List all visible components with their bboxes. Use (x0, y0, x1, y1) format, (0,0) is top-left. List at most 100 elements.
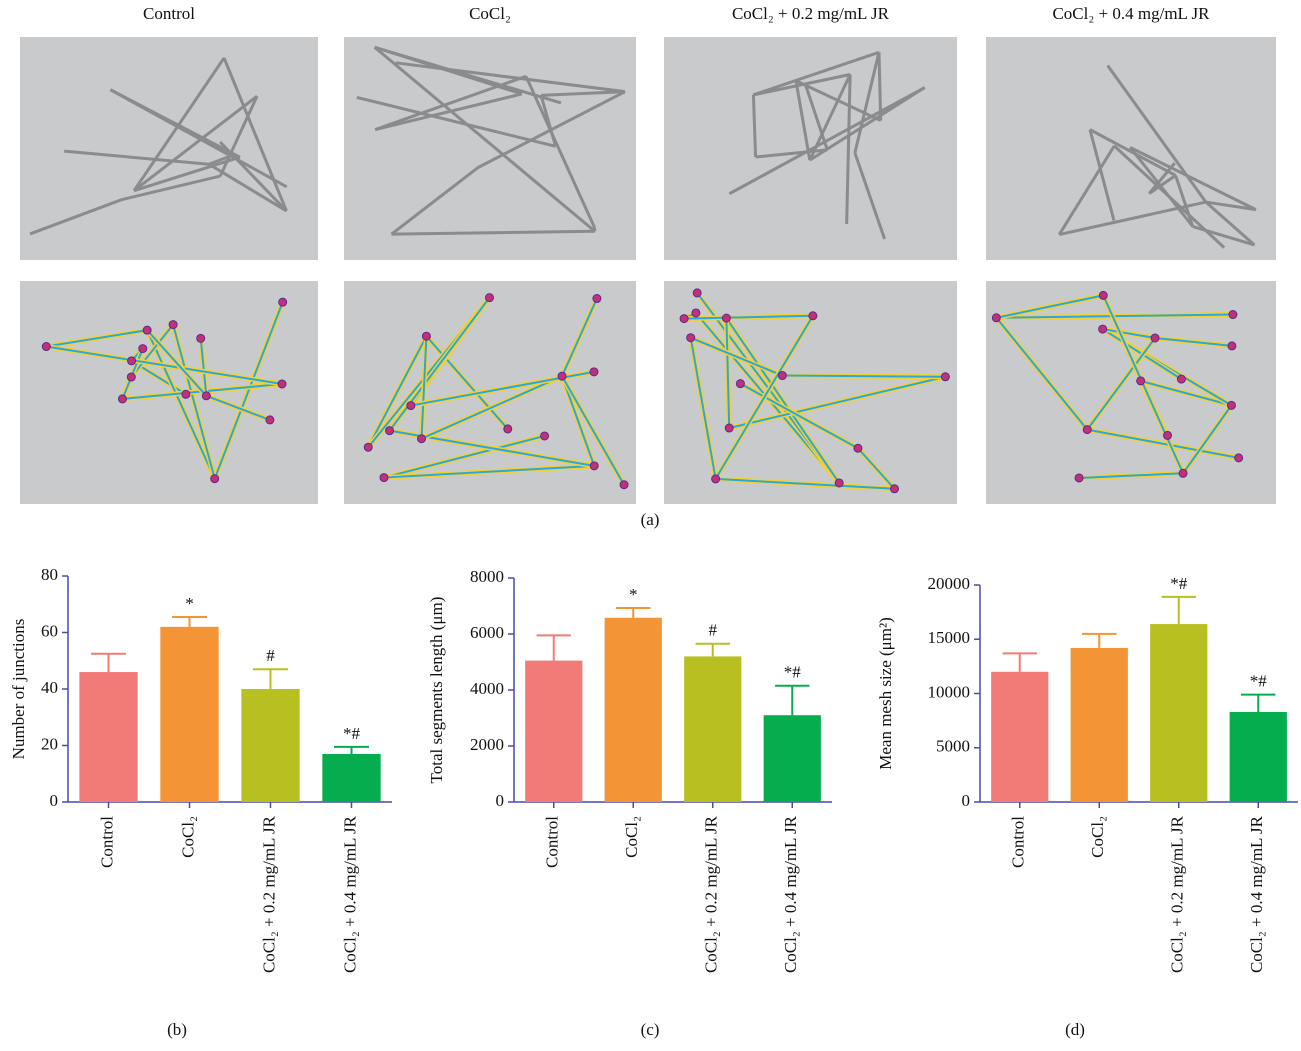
cell-network (373, 46, 596, 233)
bar (241, 689, 300, 802)
x-tick-label: CoCl₂ + 0.4 mg/mL JR (781, 815, 800, 973)
junction (592, 294, 602, 304)
network-segment (1102, 328, 1156, 339)
column-header: CoCl₂ + 0.2 mg/mL JR (732, 4, 890, 23)
network-segment (146, 329, 208, 397)
error-bar (695, 642, 730, 657)
y-axis-title: Number of junctions (9, 619, 28, 760)
junction (721, 313, 731, 323)
cell-network (133, 94, 258, 192)
cell-network (853, 152, 887, 240)
error-bar (616, 606, 651, 618)
panel-label: (d) (1065, 1020, 1085, 1039)
junction (1226, 400, 1236, 410)
cell-network (1088, 129, 1116, 221)
error-bar (334, 745, 369, 754)
network-segment (130, 323, 174, 378)
x-tick-label: CoCl₂ + 0.4 mg/mL JR (1247, 815, 1266, 973)
error-bar (172, 615, 207, 627)
junction (181, 389, 191, 399)
network-segment (1079, 472, 1184, 479)
y-tick-label: 40 (41, 678, 58, 697)
junction (1227, 341, 1237, 351)
panel-label: (b) (167, 1020, 187, 1039)
junction (686, 333, 696, 343)
cell-network (877, 52, 883, 121)
x-tick-label: CoCl₂ + 0.2 mg/mL JR (1168, 815, 1187, 973)
y-tick-label: 0 (962, 791, 971, 810)
network-segment (172, 324, 216, 479)
cell-network (751, 94, 758, 158)
network-segment (782, 374, 946, 378)
junction (735, 379, 745, 389)
cell-network (755, 148, 828, 159)
junction (485, 293, 495, 303)
cell-network (29, 198, 123, 236)
network-segment (715, 477, 895, 490)
cell-network (753, 73, 851, 97)
cell-network (218, 95, 259, 177)
significance-label: *# (1170, 574, 1188, 593)
junction (991, 313, 1001, 323)
network-segment (205, 394, 271, 421)
cell-network (540, 90, 626, 97)
junction (379, 473, 389, 483)
junction (1163, 430, 1173, 440)
junction (1098, 324, 1108, 334)
micrograph (344, 37, 636, 260)
junction (278, 297, 288, 307)
x-tick-label: CoCl₂ + 0.4 mg/mL JR (340, 815, 359, 973)
junction (1098, 290, 1108, 300)
x-tick-label: Control (1009, 816, 1028, 868)
cell-network (853, 51, 881, 154)
cell-network (1057, 145, 1116, 236)
cell-network (133, 155, 241, 193)
network-segment (421, 375, 563, 440)
network-segment (690, 336, 783, 377)
network-segment (995, 317, 1089, 431)
significance-label: # (709, 621, 718, 640)
y-tick-label: 10000 (928, 682, 971, 701)
cell-network (795, 79, 882, 122)
bar (763, 715, 821, 802)
network-segment (420, 336, 428, 439)
error-bar (1241, 693, 1276, 712)
junction (940, 372, 950, 382)
bar (991, 671, 1049, 802)
network-segment (561, 298, 598, 377)
y-tick-label: 5000 (936, 737, 970, 756)
y-tick-label: 60 (41, 621, 58, 640)
cell-network (219, 140, 288, 212)
junction (1082, 425, 1092, 435)
junction (196, 333, 206, 343)
cell-network (728, 86, 926, 196)
x-tick-label: CoCl₂ (622, 816, 641, 858)
bar (1070, 647, 1128, 802)
column-header: CoCl₂ (469, 4, 511, 23)
network-segment (1087, 428, 1239, 459)
junction (1234, 453, 1244, 463)
bar (604, 617, 662, 802)
y-tick-label: 8000 (470, 567, 504, 586)
junction (127, 356, 137, 366)
network-segment (425, 335, 509, 430)
y-tick-label: 15000 (928, 628, 971, 647)
error-bar (91, 652, 126, 673)
significance-label: * (629, 585, 638, 604)
cell-network (524, 75, 596, 229)
panel-label: (a) (641, 510, 660, 529)
junction (540, 431, 550, 441)
bar (525, 660, 583, 802)
network-segment (996, 294, 1104, 319)
cell-network (390, 166, 480, 236)
junction (406, 401, 416, 411)
cell-network (752, 50, 880, 97)
junction (691, 308, 701, 318)
junction (210, 474, 220, 484)
significance-label: *# (784, 663, 802, 682)
junction (1178, 468, 1188, 478)
x-tick-label: CoCl₂ + 0.2 mg/mL JR (702, 815, 721, 973)
cell-network (539, 94, 558, 147)
bar (1229, 711, 1287, 802)
